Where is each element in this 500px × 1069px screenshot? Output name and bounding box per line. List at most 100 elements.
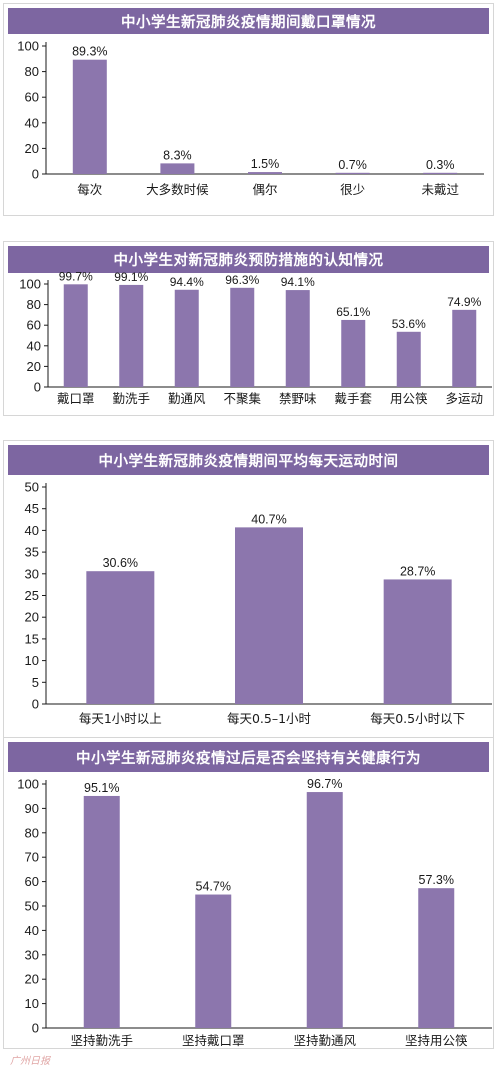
category-label: 很少 xyxy=(340,182,365,197)
bar xyxy=(396,331,421,387)
y-tick-label: 100 xyxy=(19,277,41,292)
y-tick-label: 90 xyxy=(25,801,39,816)
bar xyxy=(248,172,282,174)
bar xyxy=(285,290,310,387)
bar xyxy=(230,287,255,387)
category-label: 勤洗手 xyxy=(112,391,150,406)
y-tick-label: 25 xyxy=(25,588,39,603)
y-tick-label: 15 xyxy=(25,631,39,646)
bar xyxy=(63,284,88,387)
y-tick-label: 30 xyxy=(25,566,39,581)
bar xyxy=(86,571,155,704)
y-tick-label: 40 xyxy=(25,115,39,130)
chart-title: 中小学生新冠肺炎疫情过后是否会坚持有关健康行为 xyxy=(8,742,489,772)
bar xyxy=(235,527,303,704)
chart-title: 中小学生新冠肺炎疫情期间戴口罩情况 xyxy=(8,8,489,34)
y-tick-label: 40 xyxy=(27,338,41,353)
category-label: 偶尔 xyxy=(252,182,277,197)
bar xyxy=(335,172,370,174)
bar-chart-svg: 0 20 40 60 80 100 89.3% 每次 8.3% 大多数时候 1.5% 偶尔 0.7% 很少… xyxy=(17,39,484,197)
category-label: 戴口罩 xyxy=(57,391,95,406)
y-tick-label: 5 xyxy=(32,675,39,690)
y-tick-label: 45 xyxy=(25,501,39,516)
data-label: 95.1% xyxy=(84,781,119,795)
data-label: 0.3% xyxy=(426,158,455,172)
bar xyxy=(423,172,458,174)
data-label: 74.9% xyxy=(447,295,481,309)
data-label: 65.1% xyxy=(336,305,370,319)
y-tick-label: 20 xyxy=(25,972,39,987)
y-tick-label: 80 xyxy=(25,825,39,840)
y-tick-label: 20 xyxy=(25,141,39,156)
y-tick-label: 35 xyxy=(25,545,39,560)
bar xyxy=(83,795,120,1028)
y-tick-label: 70 xyxy=(25,850,39,865)
newspaper-watermark: 广州日报 xyxy=(10,1056,50,1067)
data-label: 54.7% xyxy=(196,880,231,894)
y-tick-label: 100 xyxy=(17,39,39,54)
y-tick-label: 0 xyxy=(34,380,41,395)
bar xyxy=(195,894,232,1028)
y-tick-label: 60 xyxy=(25,90,39,105)
data-label: 28.7% xyxy=(400,564,435,578)
y-tick-label: 30 xyxy=(25,947,39,962)
category-label: 坚持勤洗手 xyxy=(70,1033,133,1048)
data-label: 53.6% xyxy=(392,317,426,331)
y-tick-label: 10 xyxy=(25,996,39,1011)
category-label: 大多数时候 xyxy=(146,182,209,197)
chart-title: 中小学生新冠肺炎疫情期间平均每天运动时间 xyxy=(8,445,489,475)
category-label: 坚持勤通风 xyxy=(293,1033,356,1048)
data-label: 99.1% xyxy=(114,270,148,284)
bar xyxy=(383,579,452,704)
bar-chart-svg: 0 5 10 15 20 25 30 35 40 45 50 30.6% 每天1小时以上 40.7% 每天0… xyxy=(25,480,492,726)
bar xyxy=(452,309,477,387)
chart-panel-4: 中小学生新冠肺炎疫情过后是否会坚持有关健康行为 0 10 20 30 40 50 60 70 8… xyxy=(3,737,494,1049)
category-label: 未戴过 xyxy=(421,182,459,197)
chart-panel-3: 中小学生新冠肺炎疫情期间平均每天运动时间 0 5 10 15 20 25 30 35 40 45 5… xyxy=(3,440,494,742)
category-label: 用公筷 xyxy=(390,391,428,406)
bar xyxy=(174,289,199,387)
data-label: 99.7% xyxy=(59,269,93,283)
y-tick-label: 40 xyxy=(25,523,39,538)
y-tick-label: 20 xyxy=(27,359,41,374)
category-label: 每天0.5小时以下 xyxy=(370,711,465,726)
y-tick-label: 0 xyxy=(32,1021,39,1036)
y-tick-label: 80 xyxy=(27,297,41,312)
chart-panel-1: 中小学生新冠肺炎疫情期间戴口罩情况 0 20 40 60 80 100 89.3% 每次 8.3… xyxy=(3,3,494,216)
data-label: 57.3% xyxy=(419,873,454,887)
category-label: 坚持用公筷 xyxy=(405,1033,468,1048)
y-tick-label: 80 xyxy=(25,64,39,79)
y-tick-label: 0 xyxy=(32,697,39,712)
category-label: 勤通风 xyxy=(168,391,206,406)
bar xyxy=(418,888,455,1028)
y-tick-label: 10 xyxy=(25,653,39,668)
data-label: 94.4% xyxy=(170,275,204,289)
y-tick-label: 60 xyxy=(25,874,39,889)
bar xyxy=(119,284,144,387)
category-label: 每天1小时以上 xyxy=(79,711,162,726)
data-label: 40.7% xyxy=(251,512,286,526)
y-tick-label: 50 xyxy=(25,480,39,495)
category-label: 每次 xyxy=(77,182,102,197)
data-label: 94.1% xyxy=(281,275,315,289)
data-label: 30.6% xyxy=(103,556,138,570)
y-tick-label: 0 xyxy=(32,167,39,182)
y-tick-label: 100 xyxy=(17,777,39,792)
bar xyxy=(306,792,343,1028)
bar xyxy=(160,163,195,174)
data-label: 0.7% xyxy=(338,158,367,172)
data-label: 96.3% xyxy=(225,273,259,287)
category-label: 不聚集 xyxy=(223,391,261,406)
category-label: 每天0.5–1小时 xyxy=(227,711,312,726)
category-label: 坚持戴口罩 xyxy=(182,1033,245,1048)
y-tick-label: 50 xyxy=(25,899,39,914)
data-label: 1.5% xyxy=(251,157,280,171)
category-label: 禁野味 xyxy=(279,391,317,406)
bar xyxy=(341,319,366,387)
bar-chart-svg: 0 10 20 30 40 50 60 70 80 90 100 95.1% 坚持勤洗手 54.7% 坚持戴… xyxy=(17,777,492,1048)
y-tick-label: 60 xyxy=(27,318,41,333)
data-label: 96.7% xyxy=(307,777,342,791)
category-label: 多运动 xyxy=(445,391,483,406)
bar-chart-svg: 0 20 40 60 80 100 99.7% 戴口罩 99.1% 勤洗手 94.4% 勤通风 96.3… xyxy=(19,269,492,406)
chart-title: 中小学生对新冠肺炎预防措施的认知情况 xyxy=(8,246,489,273)
